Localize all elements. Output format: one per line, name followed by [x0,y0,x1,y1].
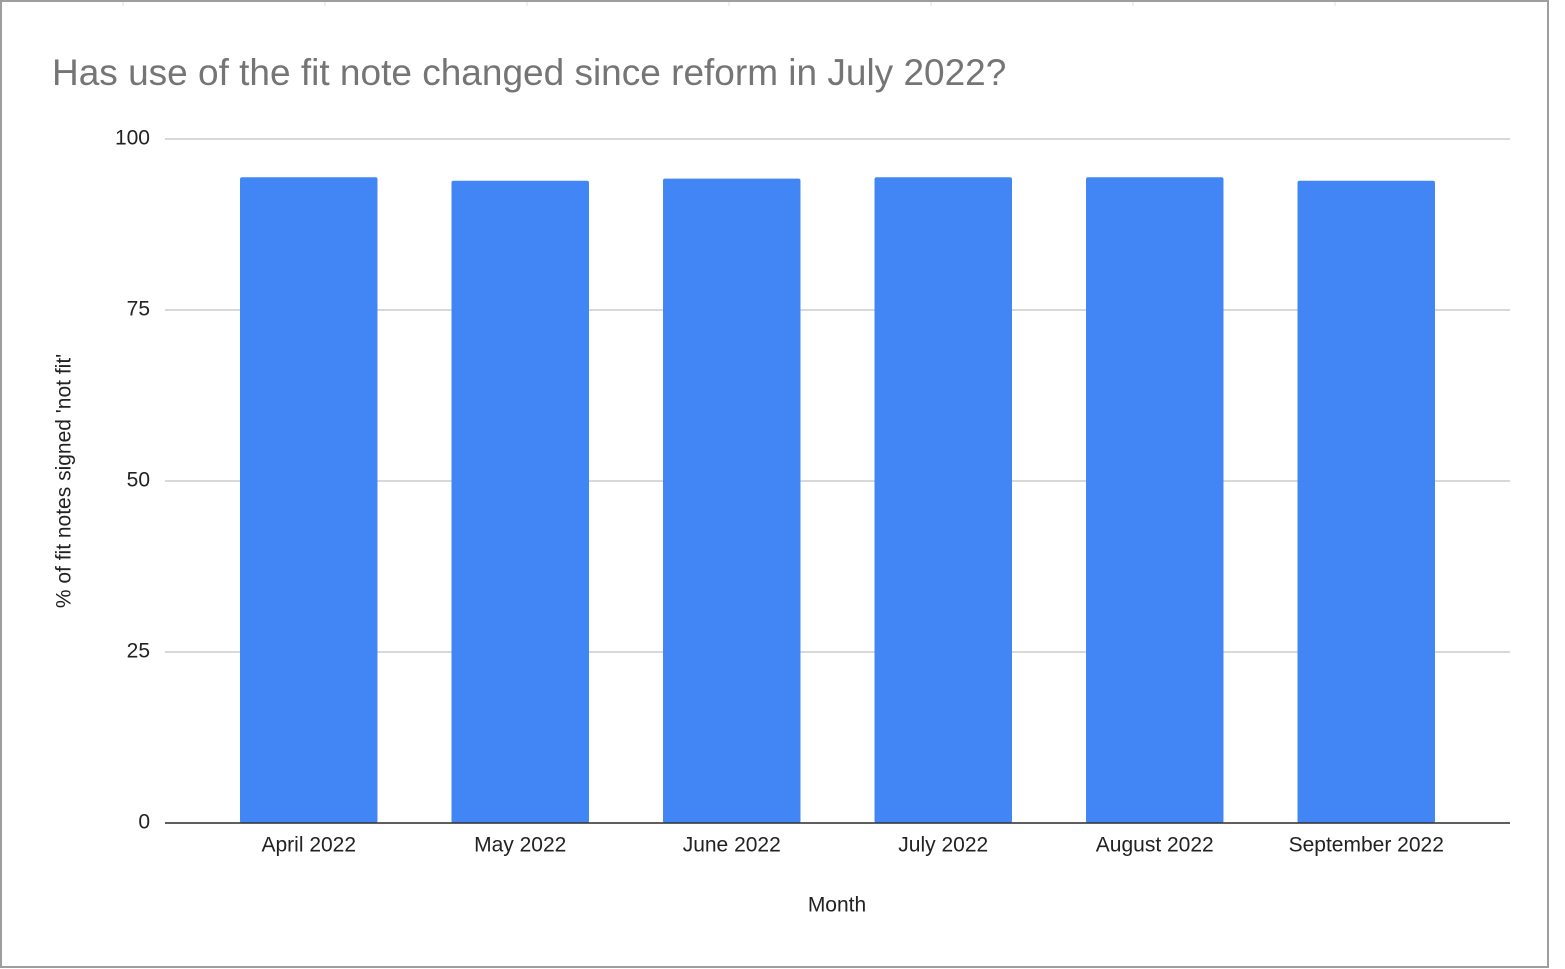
x-tick-label: June 2022 [683,834,781,857]
bar [663,178,801,823]
y-tick-label: 50 [127,469,150,492]
x-tick-label: May 2022 [474,834,566,857]
y-tick-label: 100 [115,127,150,150]
bar [240,177,378,823]
x-tick-label: August 2022 [1096,834,1214,857]
x-tick-label: April 2022 [261,834,356,857]
y-axis-label: % of fit notes signed 'not fit' [53,354,76,608]
chart-title: Has use of the fit note changed since re… [52,52,1006,93]
bar [1297,180,1435,823]
x-tick-label: July 2022 [898,834,988,857]
bar [451,180,589,823]
bar [874,177,1012,823]
y-tick-label: 0 [138,811,150,834]
y-tick-label: 25 [127,640,150,663]
y-tick-label: 75 [127,298,150,321]
bar [1086,177,1224,823]
x-tick-label: September 2022 [1289,834,1444,857]
x-axis-label: Month [808,894,866,917]
